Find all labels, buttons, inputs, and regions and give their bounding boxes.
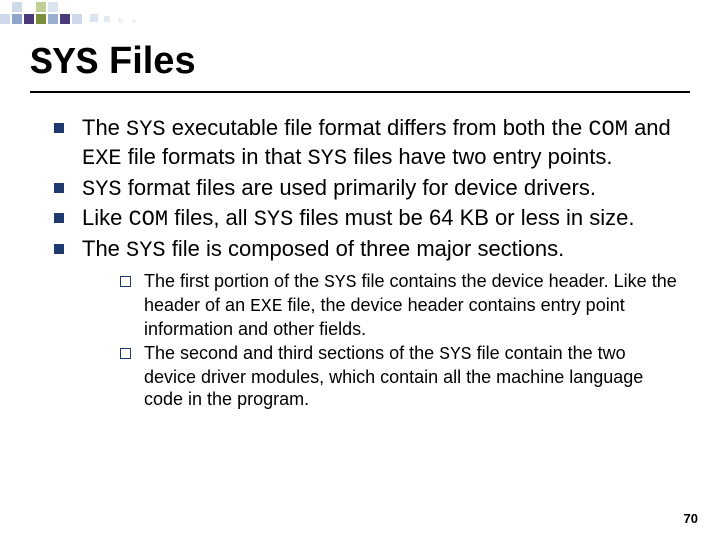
text-run: files must be 64 KB or less in size.: [293, 205, 634, 230]
title-mono: SYS: [30, 42, 98, 85]
mono-run: SYS: [307, 146, 347, 171]
bullet-list: The SYS executable file format differs f…: [48, 115, 680, 411]
decor-square: [36, 2, 46, 12]
text-run: The: [82, 236, 126, 261]
sub-list-item: The second and third sections of the SYS…: [116, 343, 680, 411]
decor-square: [132, 19, 136, 23]
decor-square: [48, 14, 58, 24]
mono-run: EXE: [82, 146, 122, 171]
slide-content: The SYS executable file format differs f…: [30, 115, 690, 411]
decor-square: [12, 14, 22, 24]
mono-run: SYS: [324, 273, 356, 293]
slide-title: SYS Files: [30, 40, 690, 85]
text-run: Like: [82, 205, 128, 230]
text-run: file formats in that: [122, 144, 308, 169]
list-item: The SYS file is composed of three major …: [48, 236, 680, 411]
decor-square: [72, 14, 82, 24]
corner-decoration: [0, 0, 220, 35]
decor-square: [24, 14, 34, 24]
page-number: 70: [684, 511, 698, 526]
sub-list-item: The first portion of the SYS file contai…: [116, 271, 680, 341]
text-run: The first portion of the: [144, 271, 324, 291]
decor-square: [36, 14, 46, 24]
decor-square: [48, 2, 58, 12]
mono-run: COM: [128, 207, 168, 232]
text-run: and: [628, 115, 671, 140]
text-run: The second and third sections of the: [144, 343, 439, 363]
text-run: file is composed of three major sections…: [166, 236, 565, 261]
decor-square: [104, 16, 110, 22]
mono-run: EXE: [250, 297, 282, 317]
mono-run: SYS: [126, 238, 166, 263]
sub-bullet-list: The first portion of the SYS file contai…: [116, 271, 680, 411]
decor-square: [12, 2, 22, 12]
mono-run: SYS: [126, 117, 166, 142]
title-rule: [30, 91, 690, 93]
text-run: The: [82, 115, 126, 140]
text-run: files, all: [168, 205, 254, 230]
slide: SYS Files The SYS executable file format…: [0, 0, 720, 411]
decor-square: [0, 14, 10, 24]
decor-square: [118, 18, 123, 23]
text-run: files have two entry points.: [347, 144, 612, 169]
title-rest: Files: [98, 40, 195, 82]
mono-run: SYS: [82, 177, 122, 202]
mono-run: SYS: [254, 207, 294, 232]
list-item: SYS format files are used primarily for …: [48, 175, 680, 204]
text-run: format files are used primarily for devi…: [122, 175, 596, 200]
decor-square: [60, 14, 70, 24]
mono-run: COM: [588, 117, 628, 142]
list-item: The SYS executable file format differs f…: [48, 115, 680, 173]
mono-run: SYS: [439, 345, 471, 365]
decor-square: [90, 14, 98, 22]
text-run: executable file format differs from both…: [166, 115, 589, 140]
list-item: Like COM files, all SYS files must be 64…: [48, 205, 680, 234]
